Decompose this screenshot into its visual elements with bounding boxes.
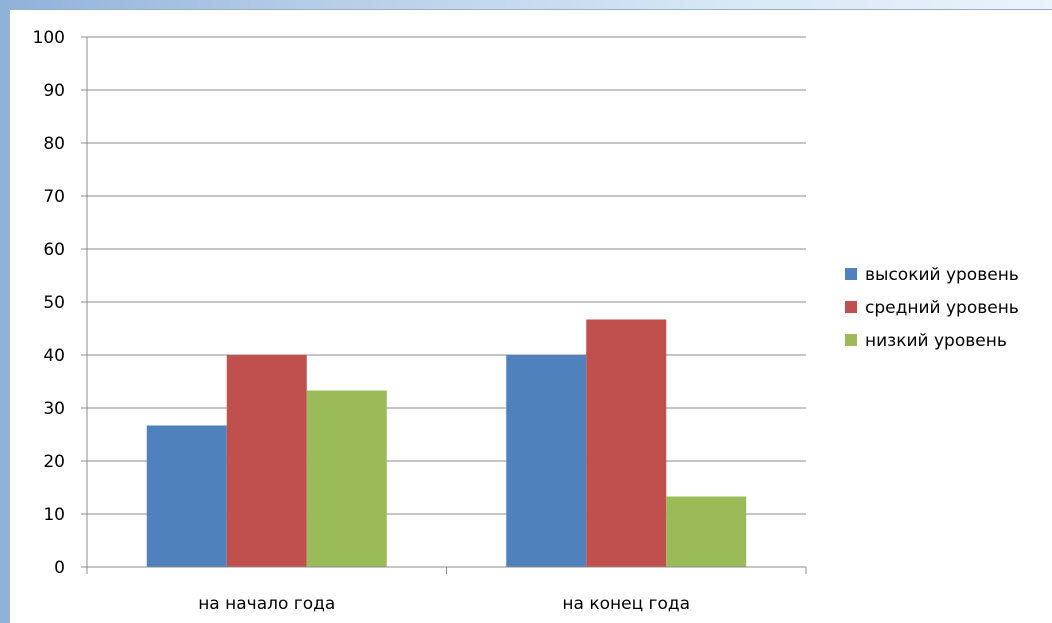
legend-label-3: низкий уровень <box>865 331 1007 351</box>
x-tick-label: на начало года <box>198 594 335 614</box>
y-tick-label: 100 <box>33 28 65 48</box>
y-tick-label: 70 <box>43 187 65 207</box>
y-tick-label: 0 <box>54 558 65 578</box>
legend-swatch-1 <box>845 268 857 280</box>
legend-swatch-3 <box>845 334 857 346</box>
legend: высокий уровень средний уровень низкий уро… <box>845 265 1019 351</box>
legend-label-2: средний уровень <box>865 298 1019 318</box>
bar-3-1 <box>306 390 387 567</box>
y-tick-label: 60 <box>43 240 65 260</box>
y-tick-label: 50 <box>43 293 65 313</box>
legend-swatch-2 <box>845 301 857 313</box>
legend-label-1: высокий уровень <box>865 265 1019 285</box>
y-tick-label: 90 <box>43 81 65 101</box>
bar-2-2 <box>586 319 667 567</box>
bar-1-2 <box>506 355 587 567</box>
x-axis-tick-labels: на начало года на конец года <box>198 594 690 614</box>
y-tick-label: 40 <box>43 346 65 366</box>
y-tick-label: 10 <box>43 505 65 525</box>
y-tick-label: 80 <box>43 134 65 154</box>
bar-1-1 <box>146 425 227 567</box>
axes <box>86 37 807 574</box>
bar-2-1 <box>226 355 307 567</box>
bars <box>146 319 747 567</box>
y-axis-tick-labels: 0 10 20 30 40 50 60 70 80 90 100 <box>33 28 87 578</box>
y-tick-label: 30 <box>43 399 65 419</box>
x-tick-label: на конец года <box>562 594 690 614</box>
bar-3-2 <box>666 496 747 567</box>
y-tick-label: 20 <box>43 452 65 472</box>
